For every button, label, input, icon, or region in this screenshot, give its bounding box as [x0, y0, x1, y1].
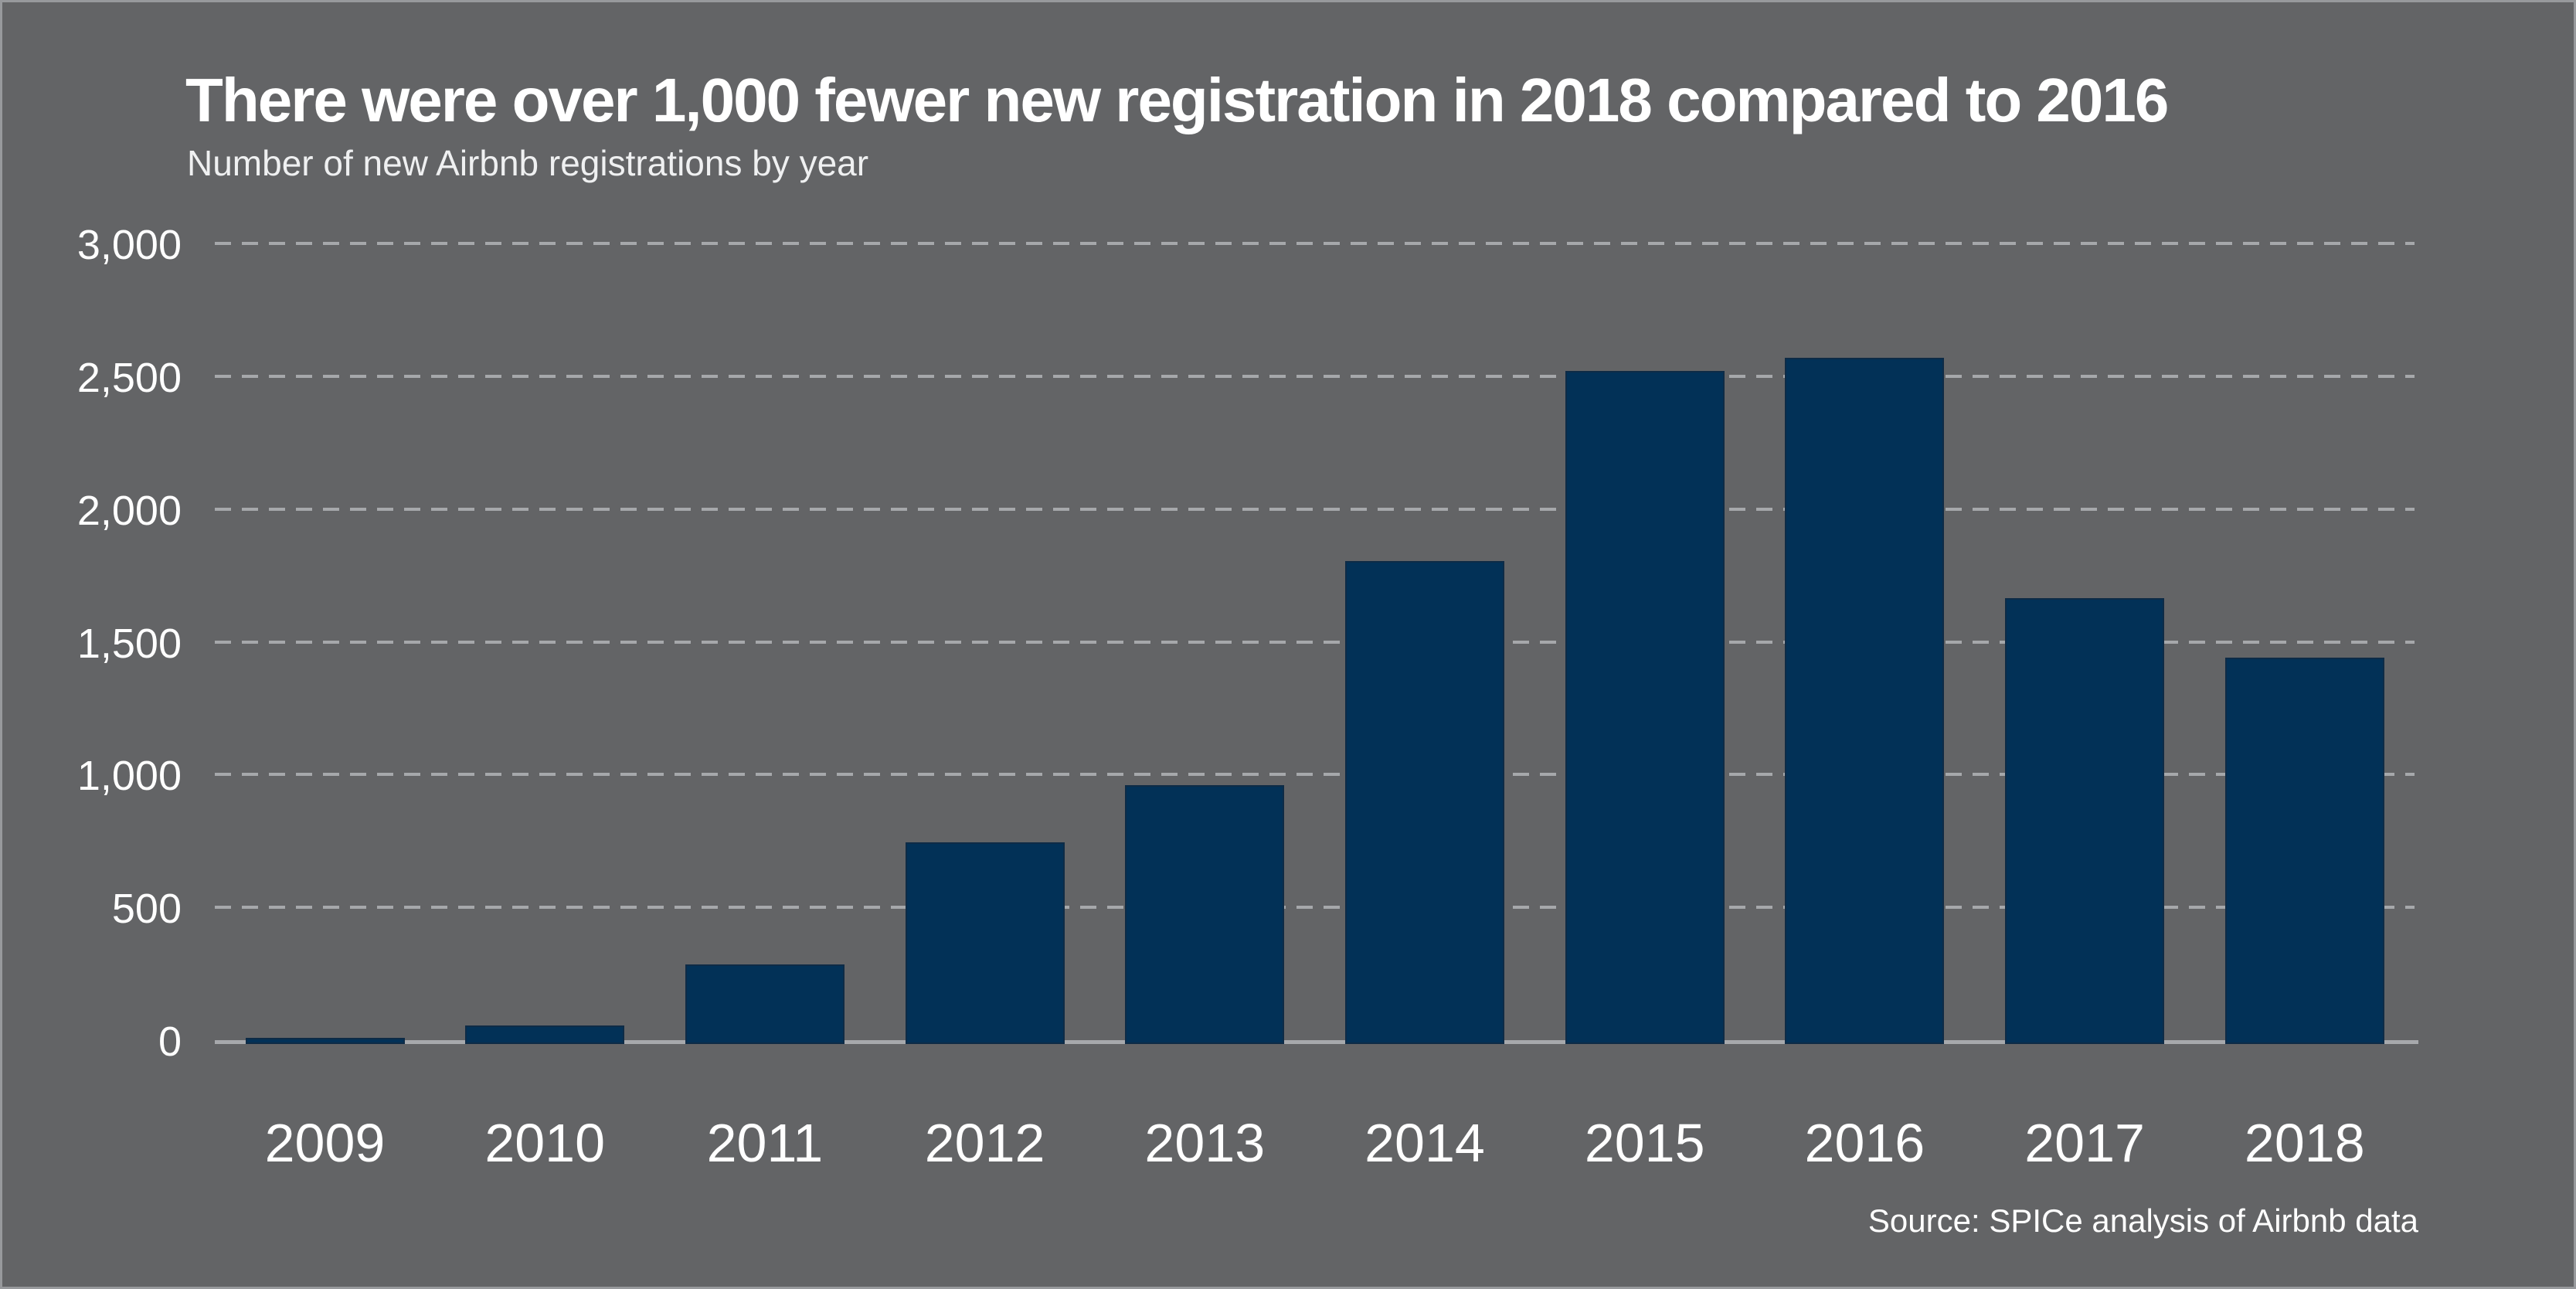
bar-2010: [465, 1025, 625, 1044]
x-tick-label-2009: 2009: [264, 1113, 386, 1173]
x-tick-label-2015: 2015: [1584, 1113, 1705, 1173]
bar-2017: [2005, 597, 2165, 1044]
gridline-2500: [215, 374, 2415, 378]
x-tick-label-2013: 2013: [1144, 1113, 1266, 1173]
x-tick-label-2018: 2018: [2244, 1113, 2365, 1173]
bar-2014: [1345, 560, 1504, 1044]
x-tick-label-2011: 2011: [706, 1113, 824, 1173]
gridline-1500: [215, 640, 2415, 644]
bar-2009: [245, 1037, 405, 1044]
chart-subtitle: Number of new Airbnb registrations by ye…: [187, 143, 869, 183]
bar-2012: [905, 842, 1065, 1044]
gridline-3000: [215, 242, 2415, 245]
y-tick-label-1500: 1,500: [76, 620, 182, 667]
y-tick-label-1000: 1,000: [76, 753, 182, 800]
x-tick-label-2012: 2012: [924, 1113, 1045, 1173]
bar-2018: [2224, 658, 2384, 1044]
gridline-2000: [215, 507, 2415, 511]
x-tick-label-2017: 2017: [2024, 1113, 2145, 1173]
bar-2013: [1125, 785, 1285, 1044]
y-tick-label-500: 500: [111, 886, 182, 933]
y-tick-label-0: 0: [158, 1019, 182, 1065]
chart-title: There were over 1,000 fewer new registra…: [185, 66, 2169, 134]
bar-2011: [685, 964, 845, 1044]
bar-2016: [1785, 357, 1945, 1044]
gridline-1000: [215, 773, 2415, 777]
bar-2015: [1565, 370, 1725, 1044]
x-tick-label-2016: 2016: [1804, 1113, 1925, 1173]
source-note: Source: SPICe analysis of Airbnb data: [1867, 1202, 2418, 1239]
x-tick-label-2014: 2014: [1364, 1113, 1485, 1173]
y-tick-label-2500: 2,500: [76, 354, 182, 401]
x-tick-label-2010: 2010: [484, 1113, 606, 1173]
y-tick-label-3000: 3,000: [76, 222, 182, 268]
x-axis-baseline: [215, 1040, 2418, 1044]
y-tick-label-2000: 2,000: [76, 487, 182, 534]
gridline-500: [215, 906, 2415, 910]
